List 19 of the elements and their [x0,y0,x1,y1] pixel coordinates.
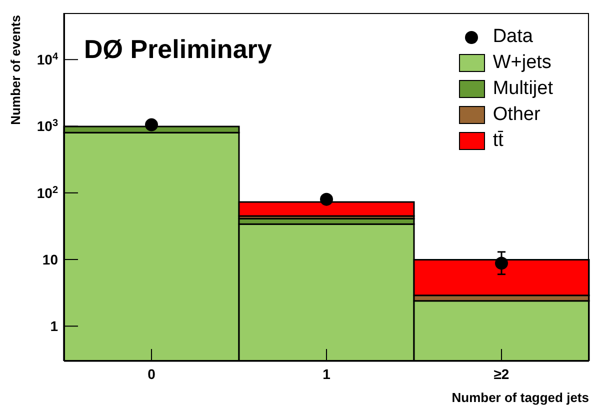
y-tick-label: 10$^{4}$ [36,51,58,68]
y-axis-title: Number of events [8,15,24,125]
y-tick-label: 10 [42,252,58,268]
x-tick-label: 1 [322,366,331,382]
x-axis-title: Number of tagged jets [452,390,589,405]
point [320,192,333,206]
point [145,118,158,132]
y-tick-label: 10$^{2}$ [36,184,58,201]
x-tick-label: ≥2 [494,366,510,382]
point [495,256,508,270]
legend-label: tt̄ [492,129,504,153]
legend-label: Data [492,25,533,49]
legend-label: Multijet [492,77,553,101]
y-tick-label: 1 [50,318,58,334]
y-tick-label: 10$^{3}$ [36,118,58,134]
legend-label: W+jets [492,51,552,75]
x-tick-label: 0 [148,366,156,382]
legend-label: Other [492,103,540,127]
text: DØ Preliminary [84,34,272,65]
